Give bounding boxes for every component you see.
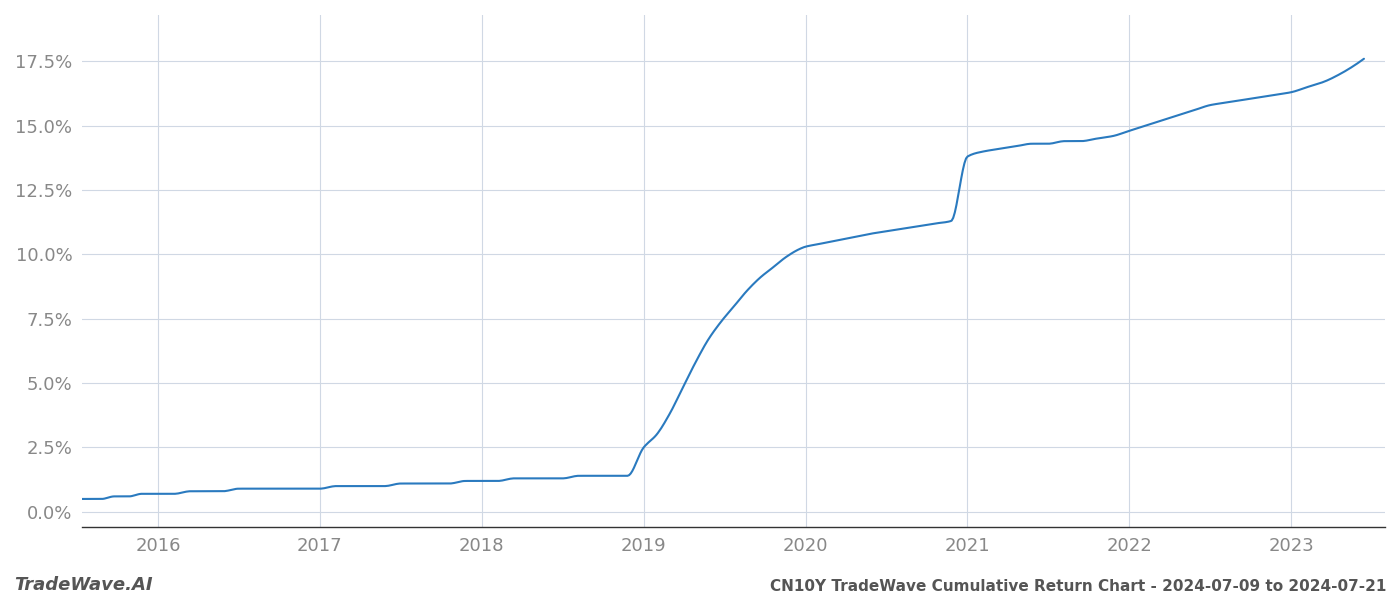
- Text: TradeWave.AI: TradeWave.AI: [14, 576, 153, 594]
- Text: CN10Y TradeWave Cumulative Return Chart - 2024-07-09 to 2024-07-21: CN10Y TradeWave Cumulative Return Chart …: [770, 579, 1386, 594]
